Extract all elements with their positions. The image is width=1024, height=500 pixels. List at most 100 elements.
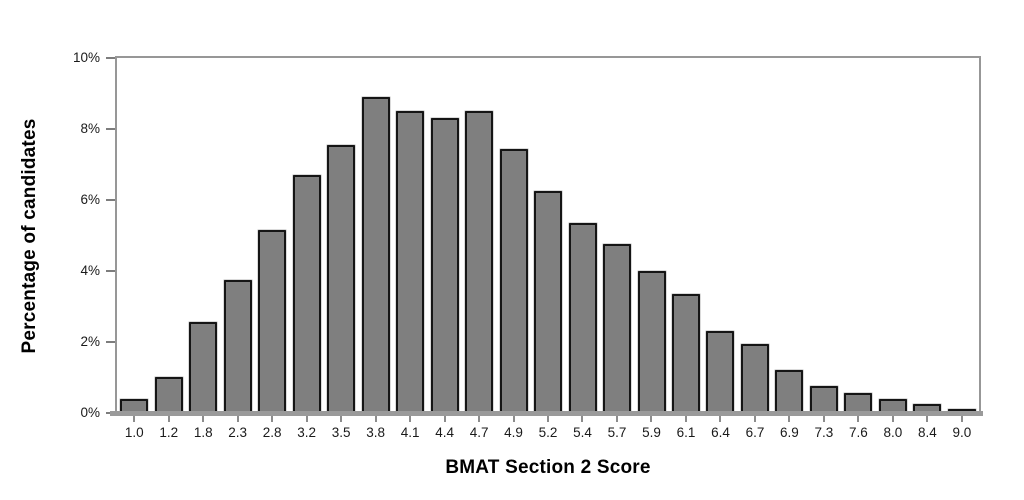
bar-2.3 xyxy=(223,280,252,413)
bar-3.5 xyxy=(327,145,356,413)
y-tick-label-0: 0% xyxy=(80,405,100,420)
bar-slot-5.9 xyxy=(634,58,668,413)
bar-slot-6.1 xyxy=(669,58,703,413)
x-tick-label-4.9: 4.9 xyxy=(504,425,523,440)
x-tick-1.0 xyxy=(133,415,135,422)
y-tick-2 xyxy=(106,341,115,343)
bar-8.0 xyxy=(878,399,907,413)
x-tick-label-5.7: 5.7 xyxy=(607,425,627,440)
x-tick-9.0 xyxy=(961,415,963,422)
y-tick-label-8: 8% xyxy=(80,121,100,136)
x-tick-label-2.3: 2.3 xyxy=(228,425,248,440)
bar-slot-2.3 xyxy=(220,58,254,413)
x-tick-5.9 xyxy=(650,415,652,422)
bar-slot-6.9 xyxy=(772,58,806,413)
x-tick-label-6.7: 6.7 xyxy=(745,425,765,440)
bar-4.9 xyxy=(499,149,528,413)
bar-slot-7.6 xyxy=(841,58,875,413)
x-tick-4.1 xyxy=(409,415,411,422)
x-tick-label-8.0: 8.0 xyxy=(883,425,903,440)
bar-2.8 xyxy=(258,230,287,413)
bars-container xyxy=(117,58,979,413)
bar-slot-4.7 xyxy=(462,58,496,413)
bar-5.4 xyxy=(568,223,597,413)
y-tick-4 xyxy=(106,270,115,272)
x-tick-label-4.1: 4.1 xyxy=(400,425,420,440)
x-tick-4.9 xyxy=(513,415,515,422)
x-tick-5.2 xyxy=(547,415,549,422)
bar-slot-1.8 xyxy=(186,58,220,413)
x-tick-6.7 xyxy=(754,415,756,422)
bar-1.0 xyxy=(120,399,149,413)
bar-slot-5.4 xyxy=(565,58,599,413)
bar-slot-4.1 xyxy=(393,58,427,413)
y-tick-label-10: 10% xyxy=(72,50,100,65)
bar-slot-7.3 xyxy=(807,58,841,413)
x-tick-6.1 xyxy=(685,415,687,422)
x-axis-ticks xyxy=(117,414,979,424)
bar-3.2 xyxy=(292,175,321,413)
x-tick-6.9 xyxy=(788,415,790,422)
y-axis: 0% 2% 4% 6% 8% 10% xyxy=(0,50,117,420)
bar-slot-1.0 xyxy=(117,58,151,413)
bar-5.9 xyxy=(637,271,666,413)
bar-1.8 xyxy=(189,322,218,413)
x-tick-label-4.7: 4.7 xyxy=(469,425,489,440)
bar-6.1 xyxy=(671,294,700,413)
bar-slot-4.4 xyxy=(427,58,461,413)
x-tick-label-8.4: 8.4 xyxy=(917,425,937,440)
x-tick-label-7.6: 7.6 xyxy=(849,425,868,440)
x-tick-label-1.0: 1.0 xyxy=(124,425,144,440)
bar-slot-5.7 xyxy=(600,58,634,413)
x-tick-label-3.5: 3.5 xyxy=(331,425,351,440)
bar-8.4 xyxy=(913,404,942,413)
x-tick-8.0 xyxy=(892,415,894,422)
x-tick-3.5 xyxy=(340,415,342,422)
x-tick-label-6.1: 6.1 xyxy=(676,425,696,440)
bar-4.4 xyxy=(430,118,459,413)
bar-5.7 xyxy=(603,244,632,413)
x-tick-label-6.9: 6.9 xyxy=(780,425,799,440)
bar-slot-5.2 xyxy=(531,58,565,413)
x-tick-label-1.8: 1.8 xyxy=(193,425,213,440)
y-tick-6 xyxy=(106,199,115,201)
x-tick-8.4 xyxy=(926,415,928,422)
bar-3.8 xyxy=(361,97,390,413)
bar-7.3 xyxy=(809,386,838,413)
y-tick-8 xyxy=(106,128,115,130)
x-tick-6.4 xyxy=(719,415,721,422)
x-tick-label-5.4: 5.4 xyxy=(573,425,592,440)
y-tick-10 xyxy=(106,57,115,59)
x-tick-7.6 xyxy=(857,415,859,422)
x-tick-2.8 xyxy=(271,415,273,422)
bar-4.1 xyxy=(396,111,425,413)
x-tick-5.4 xyxy=(581,415,583,422)
x-tick-label-1.2: 1.2 xyxy=(159,425,179,440)
x-tick-label-3.2: 3.2 xyxy=(297,425,317,440)
x-tick-labels: 1.0 1.2 1.8 2.3 2.8 3.2 3.5 3.8 4.1 4.4 4.7 4.9 5.2 5… xyxy=(117,425,979,440)
x-tick-label-4.4: 4.4 xyxy=(435,425,454,440)
bar-slot-8.0 xyxy=(876,58,910,413)
x-axis-title: BMAT Section 2 Score xyxy=(445,457,651,478)
bar-slot-3.5 xyxy=(324,58,358,413)
bar-slot-6.7 xyxy=(738,58,772,413)
x-tick-1.8 xyxy=(202,415,204,422)
y-tick-label-4: 4% xyxy=(80,263,100,278)
x-tick-label-2.8: 2.8 xyxy=(262,425,282,440)
bar-slot-3.8 xyxy=(358,58,392,413)
bar-slot-4.9 xyxy=(496,58,530,413)
x-tick-label-5.2: 5.2 xyxy=(538,425,558,440)
bar-slot-3.2 xyxy=(289,58,323,413)
bar-slot-1.2 xyxy=(151,58,185,413)
bar-4.7 xyxy=(465,111,494,413)
bar-1.2 xyxy=(154,377,183,413)
x-tick-2.3 xyxy=(237,415,239,422)
x-tick-3.8 xyxy=(375,415,377,422)
x-tick-3.2 xyxy=(306,415,308,422)
bar-6.9 xyxy=(775,370,804,413)
bar-slot-9.0 xyxy=(945,58,979,413)
x-tick-label-3.8: 3.8 xyxy=(366,425,386,440)
x-tick-1.2 xyxy=(168,415,170,422)
bar-6.4 xyxy=(706,331,735,413)
